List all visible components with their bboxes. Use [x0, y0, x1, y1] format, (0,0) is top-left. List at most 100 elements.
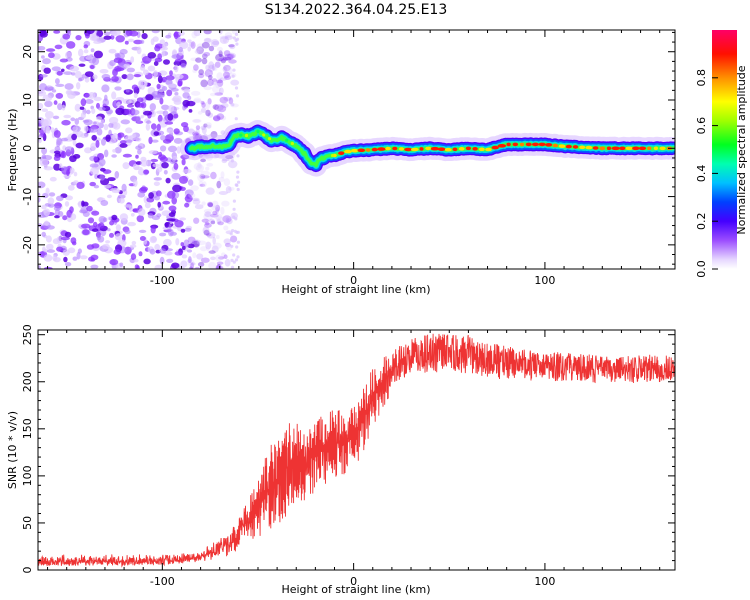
noise-blob: [82, 201, 89, 207]
noise-blob: [178, 31, 185, 36]
noise-blob: [106, 194, 112, 199]
ridge-hot-spot: [497, 144, 507, 148]
noise-blob: [147, 52, 157, 59]
noise-blob: [53, 100, 58, 105]
noise-blob: [215, 104, 223, 111]
noise-blob: [39, 158, 49, 167]
noise-blob: [67, 184, 75, 191]
ridge-hot-spot: [592, 146, 599, 150]
noise-blob: [195, 164, 204, 173]
ridge-hot-spot: [472, 147, 478, 151]
colorbar-tick-label: 0.4: [695, 165, 708, 183]
noise-blob: [218, 191, 228, 195]
noise-blob: [88, 127, 98, 133]
ridge-hot-spot: [512, 142, 519, 147]
noise-blob: [228, 160, 238, 169]
noise-blob: [222, 215, 232, 223]
colorbar-tick-label: 0.8: [695, 69, 708, 87]
noise-blob: [223, 238, 232, 245]
noise-blob: [188, 42, 195, 47]
noise-blob: [64, 262, 72, 267]
noise-blob: [219, 87, 224, 95]
noise-blob: [232, 253, 236, 257]
noise-blob: [103, 123, 109, 131]
noise-blob: [159, 97, 164, 105]
noise-blob: [218, 50, 223, 58]
y-tick-label: 250: [21, 324, 34, 345]
noise-blob: [196, 253, 204, 260]
noise-blob: [197, 110, 203, 115]
noise-blob: [115, 67, 125, 72]
noise-blob: [141, 33, 148, 40]
noise-blob: [85, 99, 94, 104]
noise-blob: [208, 45, 215, 52]
noise-blob: [102, 243, 110, 250]
noise-blob: [232, 215, 236, 219]
noise-blob: [206, 232, 216, 239]
noise-blob: [218, 256, 225, 260]
noise-blob: [175, 238, 180, 246]
noise-blob: [168, 228, 174, 237]
noise-blob: [181, 158, 186, 166]
noise-blob: [217, 46, 223, 53]
noise-blob: [221, 252, 226, 258]
noise-blob: [181, 245, 186, 250]
noise-blob: [228, 44, 235, 48]
noise-blob: [215, 234, 220, 240]
noise-blob: [228, 97, 234, 105]
noise-blob: [39, 30, 48, 38]
noise-blob: [208, 61, 215, 70]
noise-blob: [167, 190, 176, 199]
noise-blob: [54, 146, 61, 152]
noise-blob: [210, 220, 216, 225]
noise-blob: [194, 266, 201, 269]
noise-blob: [203, 123, 208, 128]
noise-blob: [42, 58, 51, 65]
noise-blob: [230, 258, 234, 262]
noise-blob: [214, 104, 224, 111]
noise-blob: [215, 216, 224, 223]
noise-blob: [200, 100, 205, 105]
noise-blob: [117, 132, 125, 138]
noise-blob: [191, 239, 201, 245]
noise-blob: [75, 35, 82, 41]
noise-blob: [136, 265, 140, 269]
noise-blob: [153, 61, 159, 66]
snr-y-label: SNR (10 * v/v): [6, 411, 19, 489]
ridge-hot-spot: [452, 147, 458, 152]
noise-blob: [206, 244, 210, 252]
noise-blob: [135, 137, 142, 142]
snr-marks: [38, 333, 675, 568]
noise-blob: [151, 215, 160, 221]
noise-blob: [202, 53, 208, 59]
noise-blob: [200, 79, 208, 88]
noise-blob: [163, 59, 170, 65]
noise-blob: [191, 90, 201, 96]
noise-blob: [60, 137, 69, 142]
noise-blob: [140, 65, 146, 71]
ridge-hot-spot: [458, 147, 465, 151]
noise-blob: [195, 57, 202, 63]
noise-blob: [149, 248, 156, 255]
noise-blob: [43, 125, 50, 134]
noise-blob: [111, 189, 121, 194]
noise-blob: [151, 90, 161, 98]
noise-blob: [128, 206, 133, 212]
noise-blob: [203, 86, 212, 91]
noise-blob: [166, 89, 173, 97]
y-tick-label: 10: [21, 93, 34, 107]
y-tick-label: 150: [21, 418, 34, 439]
noise-blob: [211, 81, 218, 86]
noise-blob: [125, 127, 133, 134]
noise-blob: [137, 149, 142, 155]
noise-blob: [121, 183, 127, 192]
noise-blob: [118, 197, 125, 204]
noise-blob: [136, 215, 144, 223]
noise-blob: [137, 168, 146, 176]
noise-blob: [151, 139, 159, 143]
noise-blob: [42, 118, 52, 127]
noise-blob: [164, 251, 173, 256]
noise-blob: [216, 72, 223, 80]
noise-blob: [114, 171, 120, 179]
noise-blob: [200, 107, 207, 113]
